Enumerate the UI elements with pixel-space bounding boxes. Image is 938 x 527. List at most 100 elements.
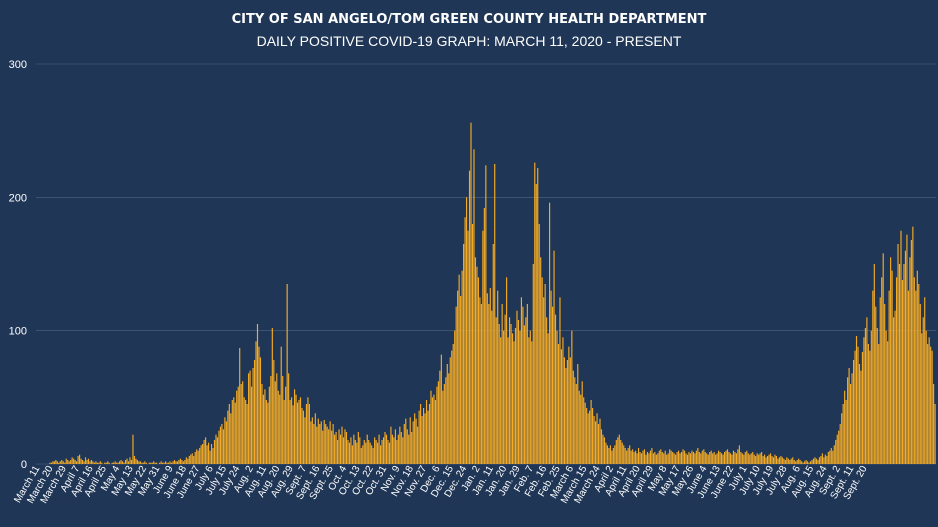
bar <box>237 386 239 464</box>
bar <box>322 430 324 464</box>
bar <box>538 224 540 464</box>
bar <box>402 437 404 464</box>
bar <box>483 208 485 464</box>
bar <box>750 453 752 464</box>
bar <box>52 461 54 464</box>
bar <box>431 397 434 464</box>
bar <box>382 437 385 464</box>
bar <box>626 450 628 464</box>
bar <box>64 462 66 464</box>
bar <box>123 462 125 464</box>
bar <box>93 462 95 464</box>
bar <box>288 373 290 464</box>
bar <box>678 450 680 464</box>
bar <box>448 373 450 464</box>
bar <box>379 445 382 464</box>
bar <box>261 384 263 464</box>
bar <box>194 452 196 464</box>
bar <box>504 314 506 464</box>
bar <box>546 317 548 464</box>
bar <box>833 445 835 464</box>
bar <box>222 429 224 464</box>
bar <box>92 461 94 464</box>
bar <box>390 426 392 464</box>
bar <box>606 445 608 464</box>
bar <box>285 386 287 464</box>
bar <box>781 457 783 464</box>
bar <box>827 452 829 464</box>
bar <box>801 461 803 464</box>
bar <box>835 440 837 464</box>
bar <box>175 461 177 464</box>
bar <box>323 420 325 464</box>
bar <box>584 402 586 464</box>
bar <box>765 457 767 464</box>
bar <box>215 434 217 464</box>
bar <box>326 426 328 464</box>
bar <box>900 230 902 464</box>
bar <box>901 280 904 464</box>
bar <box>154 462 156 464</box>
bar <box>259 357 262 464</box>
bar <box>599 418 601 464</box>
bar <box>704 452 706 464</box>
bar <box>242 381 244 464</box>
bar <box>581 381 583 464</box>
bar <box>339 434 342 464</box>
bar <box>156 462 158 464</box>
bar <box>771 456 773 464</box>
bar <box>568 346 570 464</box>
bar <box>59 461 61 464</box>
bar <box>587 413 589 464</box>
bar <box>249 370 251 464</box>
bar <box>596 413 598 464</box>
bar <box>460 296 462 464</box>
bar <box>657 453 659 464</box>
bar <box>62 461 64 464</box>
bar <box>363 440 365 464</box>
bar <box>187 458 189 464</box>
bar <box>425 400 428 464</box>
bar <box>679 453 681 464</box>
bar <box>286 284 288 464</box>
bar <box>744 452 746 464</box>
bar <box>758 454 760 464</box>
bar <box>660 449 662 464</box>
bar <box>669 449 671 464</box>
bar <box>560 349 563 464</box>
bar <box>299 397 302 464</box>
bar <box>891 270 893 464</box>
bar <box>689 453 692 464</box>
bar <box>635 450 637 464</box>
bar <box>529 330 531 464</box>
bar <box>95 461 97 464</box>
bar <box>802 462 804 464</box>
bar <box>654 452 656 464</box>
bar <box>414 413 416 464</box>
bar <box>729 453 732 464</box>
bar <box>672 452 674 464</box>
bar <box>434 400 437 464</box>
bar <box>713 452 715 464</box>
bar <box>169 461 171 464</box>
bar <box>153 461 155 464</box>
bar <box>101 462 103 464</box>
bar <box>617 437 619 464</box>
bar <box>924 297 926 464</box>
bar <box>427 410 429 464</box>
bar <box>532 264 534 464</box>
bar <box>126 458 128 464</box>
bar <box>98 462 100 464</box>
bar <box>586 408 588 464</box>
bar <box>746 450 748 464</box>
bar <box>912 226 914 464</box>
bar <box>787 458 789 464</box>
bar <box>250 386 253 464</box>
bar <box>863 337 865 464</box>
bar <box>468 170 471 465</box>
bar <box>464 217 466 464</box>
bar <box>755 456 757 464</box>
bar <box>200 445 202 464</box>
bar <box>569 357 571 464</box>
bar <box>845 400 847 464</box>
